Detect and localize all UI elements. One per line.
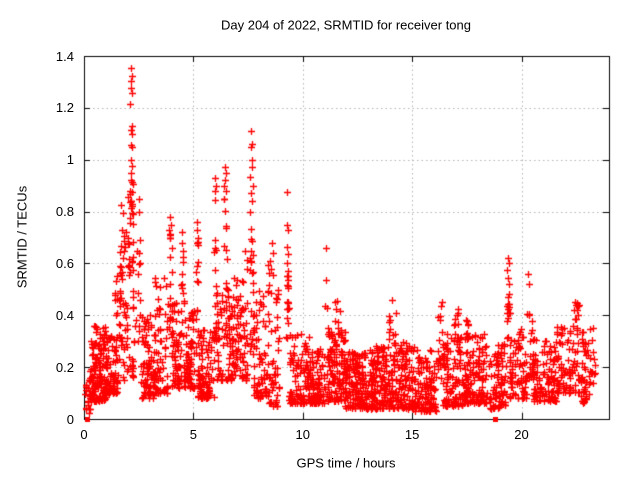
x-tick-label: 10 — [295, 427, 310, 442]
y-axis-title: SRMTID / TECUs — [14, 185, 30, 289]
x-tick-label: 20 — [514, 427, 529, 442]
y-tick-label: 1.2 — [55, 100, 74, 116]
y-tick-label: 0 — [66, 411, 74, 427]
x-tick-label: 15 — [404, 427, 420, 442]
y-tick-label: 0.4 — [55, 307, 74, 323]
y-tick-label: 1.4 — [55, 48, 74, 64]
x-axis-title: GPS time / hours — [296, 455, 396, 471]
y-tick-label: 0.8 — [55, 204, 74, 220]
y-tick-label: 0.6 — [55, 255, 74, 271]
y-tick-label: 0.2 — [55, 359, 74, 375]
y-tick-label: 1 — [66, 152, 74, 168]
chart-title: Day 204 of 2022, SRMTID for receiver ton… — [220, 17, 472, 33]
x-tick-label: 5 — [189, 427, 197, 442]
x-tick-label: 0 — [80, 427, 88, 442]
